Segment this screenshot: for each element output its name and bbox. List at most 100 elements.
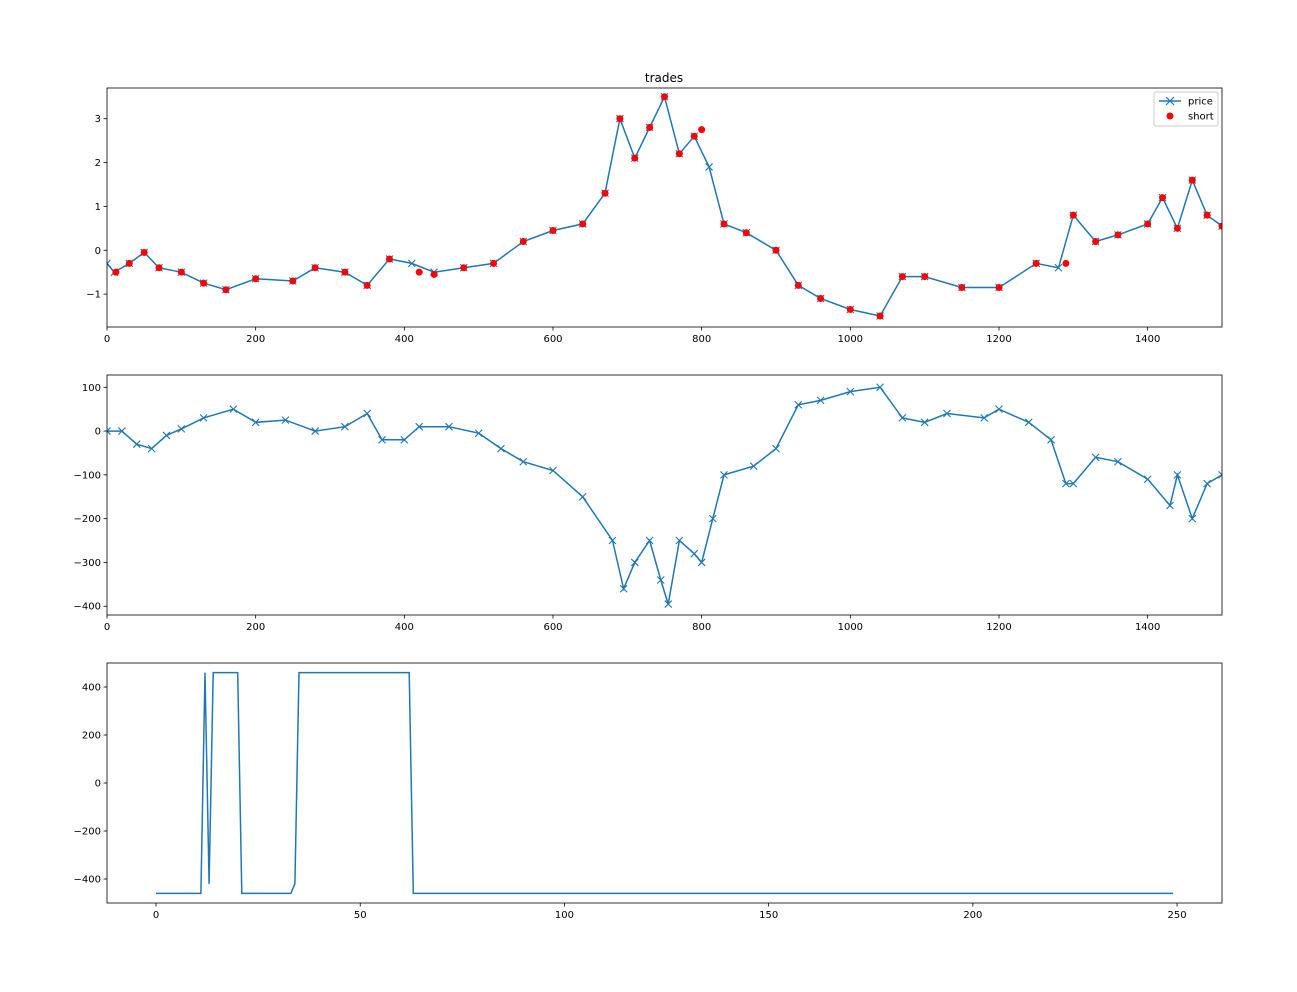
series-marker [816,396,825,405]
series-line [156,671,1173,895]
short-marker [720,220,728,228]
short-marker [1032,259,1040,267]
y-tick-label: 200 [82,731,101,742]
short-marker [921,273,929,281]
series-marker [147,444,156,453]
series-group [107,92,1222,320]
short-marker [1069,211,1077,219]
short-marker [616,115,624,123]
chart-title: trades [645,71,683,85]
short-marker [1203,211,1211,219]
series-marker [630,558,639,567]
series-marker [708,514,717,523]
short-marker [460,264,468,272]
series-marker [846,387,855,396]
series-marker [497,444,505,453]
short-marker [579,220,587,228]
short-marker [222,286,230,294]
x-tick-label: 100 [555,910,574,921]
series-marker [251,418,260,427]
series-marker [876,383,884,392]
legend-price-marker [1165,96,1175,106]
series-marker [177,424,186,433]
x-tick-label: 0 [153,910,159,921]
series-marker [1166,501,1174,510]
x-tick-label: 1400 [1135,334,1160,345]
x-tick-label: 400 [395,622,414,633]
y-tick-label: 0 [95,779,101,790]
series-marker [378,435,386,444]
short-marker [430,270,438,278]
y-tick-label: −1 [86,290,101,301]
series-marker [645,536,654,545]
series-marker [340,422,349,431]
series-marker [415,422,424,431]
short-marker [385,255,393,263]
series-marker [608,536,617,545]
series-marker [1143,475,1152,484]
series-marker [619,584,628,593]
short-marker [341,268,349,276]
price-marker [407,259,416,268]
y-tick-label: −200 [74,514,101,525]
short-marker [289,277,297,285]
y-tick-label: 0 [95,246,101,257]
y-tick-label: 3 [95,114,101,125]
x-tick-label: 200 [246,622,265,633]
series-marker [1062,479,1070,488]
series-marker [898,414,907,422]
short-marker [1062,259,1070,267]
short-marker [1173,224,1181,232]
series-marker [107,427,111,435]
signal-axes-frame [106,662,1223,904]
y-tick-label: −400 [74,602,101,613]
series-marker [664,600,673,608]
series-marker [132,440,141,449]
short-marker [898,273,906,281]
legend: price short [1153,91,1219,127]
short-marker [846,305,854,313]
short-marker [415,268,423,276]
short-marker [155,264,163,272]
series-marker [281,416,290,424]
short-marker [1144,220,1152,228]
series-marker [697,558,706,567]
price-marker [705,163,713,171]
short-marker [772,246,780,254]
series-marker [980,414,989,422]
series-marker [400,435,409,444]
series-marker [1203,479,1212,488]
y-tick-label: −100 [74,470,101,481]
series-marker [794,400,803,409]
short-marker [112,268,120,276]
series-marker [675,536,684,545]
y-tick-label: 2 [95,158,101,169]
series-marker [117,427,126,435]
x-tick-label: 800 [692,622,711,633]
x-tick-label: 600 [543,622,562,633]
short-marker [125,259,133,267]
series-marker [445,422,453,431]
series-marker [1218,470,1222,479]
short-marker [698,126,706,134]
short-marker [549,227,557,235]
y-tick-label: 100 [82,383,101,394]
short-marker [1159,194,1167,202]
series-marker [1114,457,1122,466]
x-tick-label: 0 [104,622,110,633]
short-marker [817,294,825,302]
short-marker [252,275,260,283]
price-line [107,94,1222,317]
series-marker [311,427,320,435]
series-marker [920,418,929,427]
position-axes-frame [106,374,1223,616]
series-marker [720,470,728,479]
price-marker [107,259,111,268]
series-marker [690,549,699,558]
x-tick-label: 800 [692,334,711,345]
series-marker [1024,418,1033,427]
series-marker [363,409,372,418]
x-tick-label: 150 [759,910,778,921]
short-marker [661,93,668,101]
